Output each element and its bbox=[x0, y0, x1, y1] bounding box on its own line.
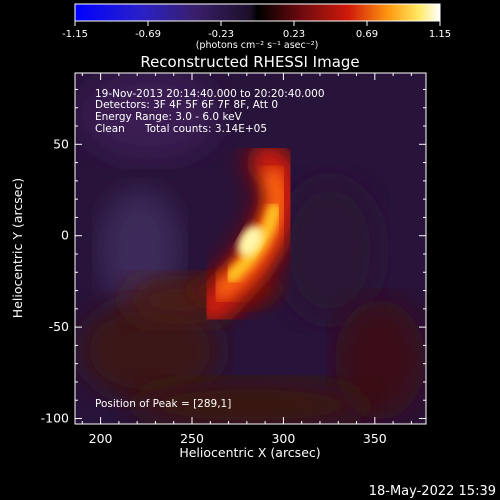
heatmap-image bbox=[75, 73, 426, 424]
colorbar-tick-label: 0.69 bbox=[356, 29, 378, 40]
colorbar-tick-label: 0.23 bbox=[283, 29, 305, 40]
x-axis-label: Heliocentric X (arcsec) bbox=[179, 445, 320, 460]
colorbar-ticks: -1.15 -0.69 -0.23 0.23 0.69 1.15 bbox=[62, 21, 451, 40]
method-annotation: Clean bbox=[95, 123, 125, 135]
colorbar-tick-label: -0.69 bbox=[135, 29, 161, 40]
y-tick-label: -50 bbox=[49, 319, 69, 334]
energy-range-annotation: Energy Range: 3.0 - 6.0 keV bbox=[95, 111, 243, 123]
x-tick-label: 300 bbox=[271, 431, 295, 446]
source-peak bbox=[237, 225, 264, 257]
y-axis: -100 -50 0 50 bbox=[41, 88, 426, 426]
colorbar-tick-label: -0.23 bbox=[208, 29, 234, 40]
y-axis-label: Heliocentric Y (arcsec) bbox=[10, 178, 25, 318]
time-range-annotation: 19-Nov-2013 20:14:40.000 to 20:20:40.000 bbox=[95, 88, 325, 100]
colorbar-label: (photons cm⁻² s⁻¹ asec⁻²) bbox=[196, 40, 319, 51]
hxr-source bbox=[190, 139, 307, 329]
y-tick-label: 0 bbox=[61, 228, 69, 243]
x-axis: 200 250 300 350 bbox=[81, 73, 412, 446]
footer-timestamp: 18-May-2022 15:39 bbox=[369, 484, 496, 499]
detectors-annotation: Detectors: 3F 4F 5F 6F 7F 8F, Att 0 bbox=[95, 99, 278, 111]
x-tick-label: 350 bbox=[363, 431, 387, 446]
colorbar bbox=[74, 3, 441, 22]
peak-position-annotation: Position of Peak = [289,1] bbox=[95, 398, 231, 410]
y-tick-label: -100 bbox=[41, 411, 69, 426]
colorbar-tick-label: 1.15 bbox=[429, 29, 451, 40]
x-tick-label: 250 bbox=[180, 431, 204, 446]
y-tick-label: 50 bbox=[53, 136, 69, 151]
plot-frame bbox=[74, 72, 427, 425]
colorbar-tick-label: -1.15 bbox=[62, 29, 88, 40]
chart-title: Reconstructed RHESSI Image bbox=[140, 53, 359, 71]
total-counts-annotation: Total counts: 3.14E+05 bbox=[144, 123, 267, 135]
x-tick-label: 200 bbox=[89, 431, 113, 446]
